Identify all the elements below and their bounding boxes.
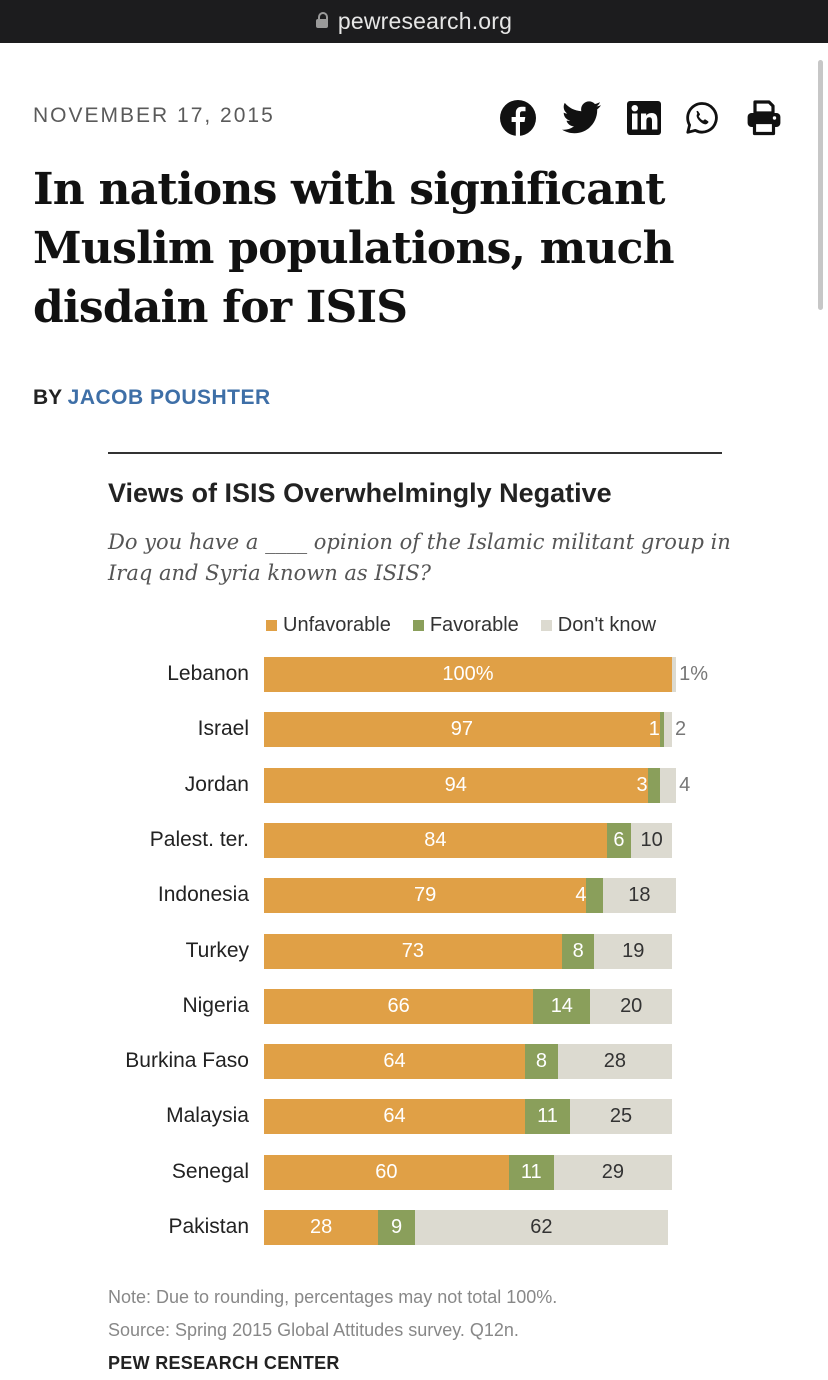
bar-fav-malaysia: 11 xyxy=(525,1099,570,1135)
bar-unfav-burkina-faso: 64 xyxy=(264,1044,526,1080)
whatsapp-icon xyxy=(686,102,718,134)
category-label-pakistan: Pakistan xyxy=(168,1215,249,1238)
publisher-name: PEW RESEARCH CENTER xyxy=(108,1353,340,1373)
bar-fav-burkina-faso: 8 xyxy=(525,1044,558,1080)
legend-swatch-dont-know xyxy=(540,620,552,631)
category-label-palest-ter: Palest. ter. xyxy=(149,827,249,851)
bar-dk-malaysia: 25 xyxy=(570,1099,672,1135)
category-label-turkey: Turkey xyxy=(185,938,249,962)
bar-fav-palest-ter: 6 xyxy=(606,822,632,858)
facebook-icon xyxy=(500,100,536,136)
bar-unfav-senegal: 60 xyxy=(264,1154,509,1190)
bar-dk-senegal: 29 xyxy=(553,1154,672,1190)
chart-top-rule xyxy=(108,452,722,454)
bar-fav-senegal: 11 xyxy=(508,1154,554,1190)
byline-prefix: BY xyxy=(33,386,62,409)
chart-source: Source: Spring 2015 Global Attitudes sur… xyxy=(108,1320,519,1340)
linkedin-icon xyxy=(627,101,661,135)
data-label-fav-jordan: 3 xyxy=(636,773,648,796)
category-label-nigeria: Nigeria xyxy=(182,993,249,1017)
print-icon xyxy=(747,100,781,136)
chart-notes: Note: Due to rounding, percentages may n… xyxy=(108,1281,557,1347)
bar-unfav-nigeria: 66 xyxy=(264,988,534,1024)
bar-dk-palest-ter: 10 xyxy=(631,822,672,858)
legend-label-dont-know: Don't know xyxy=(557,614,657,636)
article-headline: In nations with significant Muslim popul… xyxy=(33,164,675,333)
bar-fav-israel xyxy=(659,712,664,748)
bar-unfav-jordan: 94 xyxy=(264,767,648,803)
bar-dk-indonesia: 18 xyxy=(602,878,677,914)
bar-dk-israel xyxy=(663,712,672,748)
category-label-burkina-faso: Burkina Faso xyxy=(125,1049,249,1073)
bar-dk-burkina-faso: 28 xyxy=(557,1044,672,1080)
bar-fav-turkey: 8 xyxy=(561,933,595,969)
bar-unfav-malaysia: 64 xyxy=(264,1099,526,1135)
chart-legend: Unfavorable Favorable Don't know xyxy=(266,614,656,637)
bar-dk-lebanon xyxy=(672,657,677,692)
category-label-jordan: Jordan xyxy=(184,772,249,796)
bar-dk-jordan xyxy=(659,767,677,803)
print-button[interactable] xyxy=(744,96,784,140)
category-label-lebanon: Lebanon xyxy=(167,662,249,685)
lock-icon xyxy=(315,11,328,28)
bar-unfav-pakistan: 28 xyxy=(264,1210,379,1245)
chart-note: Note: Due to rounding, percentages may n… xyxy=(108,1287,558,1307)
url-text: pewresearch.org xyxy=(337,8,513,34)
data-label-fav-indonesia: 4 xyxy=(575,884,587,907)
data-label-fav-israel: 1 xyxy=(648,718,660,741)
category-label-israel: Israel xyxy=(197,717,249,741)
bar-unfav-turkey: 73 xyxy=(264,933,562,969)
legend-item-dont-know: Don't know xyxy=(540,614,657,637)
twitter-share-button[interactable] xyxy=(560,96,604,140)
facebook-share-button[interactable] xyxy=(498,96,538,140)
bar-unfav-indonesia: 79 xyxy=(264,878,587,914)
legend-label-favorable: Favorable xyxy=(429,614,519,636)
bar-dk-nigeria: 20 xyxy=(590,988,672,1024)
whatsapp-share-button[interactable] xyxy=(684,96,720,140)
bar-unfav-israel: 97 xyxy=(264,712,660,748)
scrollbar[interactable] xyxy=(818,60,823,310)
chart-subtitle: Do you have a ____ opinion of the Islami… xyxy=(108,530,731,585)
legend-swatch-unfavorable xyxy=(266,620,277,631)
browser-address-bar[interactable]: pewresearch.org xyxy=(0,0,828,43)
legend-label-unfavorable: Unfavorable xyxy=(283,614,391,636)
data-label-dk-israel: 2 xyxy=(675,718,687,741)
legend-swatch-favorable xyxy=(412,620,424,631)
category-label-senegal: Senegal xyxy=(171,1159,249,1183)
category-label-indonesia: Indonesia xyxy=(157,883,249,907)
legend-item-unfavorable: Unfavorable xyxy=(266,614,391,637)
article-date: NOVEMBER 17, 2015 xyxy=(33,104,275,127)
bar-unfav-palest-ter: 84 xyxy=(264,822,607,858)
linkedin-share-button[interactable] xyxy=(624,96,664,140)
byline: BY JACOB POUSHTER xyxy=(33,386,271,410)
data-label-dk-lebanon: 1% xyxy=(679,663,708,685)
bar-dk-turkey: 19 xyxy=(594,933,672,969)
bar-fav-nigeria: 14 xyxy=(533,988,591,1024)
twitter-icon xyxy=(562,101,601,134)
bar-dk-pakistan: 62 xyxy=(414,1210,668,1245)
author-link[interactable]: JACOB POUSHTER xyxy=(67,386,271,409)
category-label-malaysia: Malaysia xyxy=(166,1104,249,1128)
bar-fav-jordan xyxy=(647,767,660,803)
data-label-dk-jordan: 4 xyxy=(679,773,691,796)
legend-item-favorable: Favorable xyxy=(412,614,519,637)
bar-fav-pakistan: 9 xyxy=(378,1210,415,1245)
bar-unfav-lebanon: 100% xyxy=(264,657,672,692)
chart-title: Views of ISIS Overwhelmingly Negative xyxy=(108,478,612,508)
bar-fav-indonesia xyxy=(586,878,603,914)
